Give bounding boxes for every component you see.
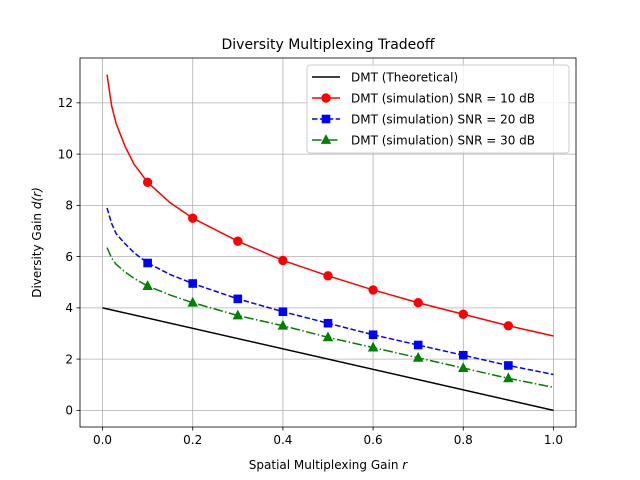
data-point (323, 318, 333, 328)
y-axis-label-text: Diversity Gain (30, 213, 44, 298)
y-tick-label: 8 (65, 199, 73, 213)
data-point (368, 285, 378, 295)
legend-label: DMT (simulation) SNR = 30 dB (351, 133, 535, 147)
legend-label: DMT (simulation) SNR = 20 dB (351, 112, 535, 126)
y-axis-label: Diversity Gain d(r) (30, 187, 44, 298)
x-ticks: 0.0 0.2 0.4 0.6 0.8 1.0 (93, 427, 563, 447)
data-point (503, 321, 514, 331)
data-point (458, 350, 468, 360)
series-line (106, 247, 554, 389)
data-point (233, 294, 243, 304)
x-tick-label: 0.6 (364, 433, 383, 447)
x-tick-label: 1.0 (544, 433, 563, 447)
legend-marker (320, 134, 332, 144)
data-point (233, 236, 243, 246)
legend-entry: DMT (Theoretical) (312, 70, 458, 84)
data-point (412, 351, 424, 362)
data-point (323, 271, 333, 281)
x-axis-label-text: Spatial Multiplexing Gain (249, 458, 399, 472)
series-line (106, 207, 554, 376)
y-tick-label: 2 (65, 352, 73, 366)
data-point (413, 340, 423, 350)
data-point (278, 255, 288, 266)
x-axis-label: Spatial Multiplexing Gain r (249, 458, 408, 472)
legend-entry: DMT (simulation) SNR = 20 dB (312, 112, 535, 126)
series-2 (106, 207, 554, 376)
y-axis-label-variable: d(r) (30, 187, 44, 209)
series-layer (102, 74, 554, 412)
data-point (413, 298, 423, 308)
x-tick-label: 0.4 (273, 433, 292, 447)
y-tick-label: 6 (65, 250, 73, 264)
legend-entry: DMT (simulation) SNR = 30 dB (312, 133, 535, 147)
data-point (143, 258, 152, 268)
x-axis-label-variable: r (402, 458, 408, 472)
series-line (106, 74, 554, 337)
data-point (142, 177, 153, 187)
x-tick-label: 0.0 (93, 433, 112, 447)
data-point (458, 309, 468, 319)
data-point (187, 296, 198, 307)
series-0 (102, 307, 554, 412)
data-point (504, 361, 513, 370)
legend-frame (306, 64, 570, 154)
legend-label: DMT (Theoretical) (351, 70, 458, 84)
y-tick-label: 12 (58, 96, 73, 110)
x-tick-label: 0.8 (454, 433, 473, 447)
data-point (368, 330, 378, 340)
data-point (277, 319, 289, 330)
legend-label: DMT (simulation) SNR = 10 dB (351, 91, 535, 105)
legend-entry: DMT (simulation) SNR = 10 dB (312, 91, 535, 105)
y-tick-label: 10 (58, 147, 73, 161)
legend: DMT (Theoretical) DMT (simulation) SNR = … (306, 64, 570, 154)
plot-frame (79, 57, 577, 428)
y-tick-label: 0 (65, 404, 73, 418)
data-point (188, 213, 198, 223)
data-point (188, 279, 198, 288)
series-1 (106, 74, 554, 337)
legend-marker (321, 114, 331, 124)
data-point (278, 307, 288, 316)
x-tick-label: 0.2 (183, 433, 202, 447)
data-point (232, 309, 244, 320)
data-point (322, 331, 334, 342)
chart-title: Diversity Multiplexing Tradeoff (221, 37, 434, 53)
series-line (102, 307, 554, 412)
data-point (458, 362, 469, 372)
legend-marker (321, 93, 331, 103)
y-ticks: 0 2 4 6 8 10 12 (58, 96, 80, 418)
series-3 (106, 247, 554, 389)
data-point (142, 280, 153, 290)
data-point (503, 372, 514, 383)
data-point (367, 341, 379, 352)
y-tick-label: 4 (65, 301, 73, 315)
